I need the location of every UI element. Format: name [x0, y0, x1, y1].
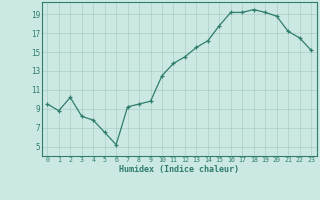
X-axis label: Humidex (Indice chaleur): Humidex (Indice chaleur): [119, 165, 239, 174]
